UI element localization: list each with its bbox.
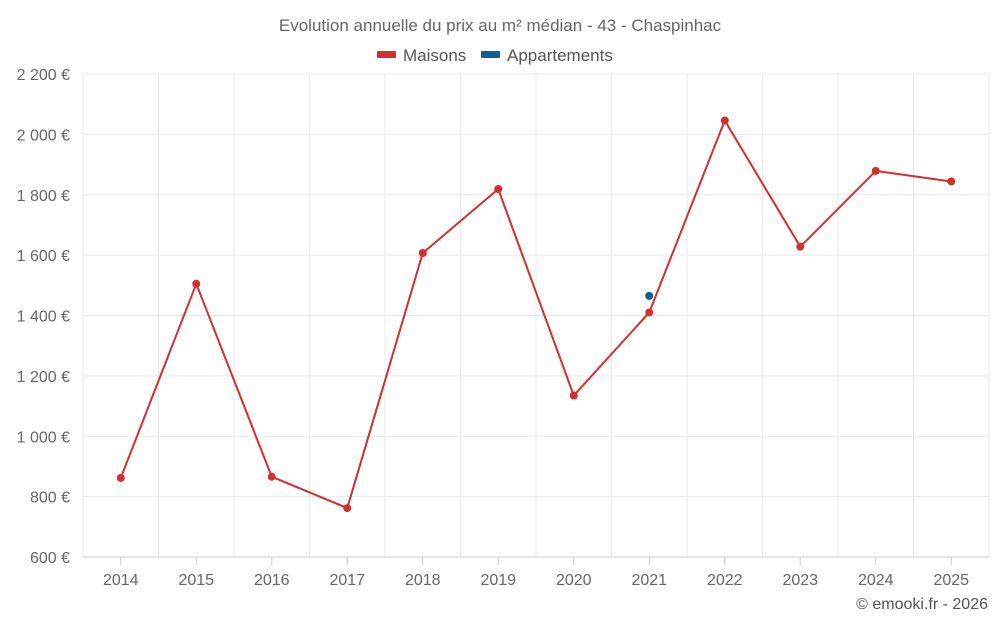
x-tick-label: 2020 [556,572,592,589]
x-tick-label: 2015 [178,572,214,589]
y-tick-label: 1 800 € [17,188,70,205]
x-tick-label: 2017 [329,572,365,589]
legend-item-appartements[interactable]: Appartements [481,46,613,65]
legend-swatch-appartements [481,51,500,58]
chart-title: Evolution annuelle du prix au m² médian … [279,16,722,35]
legend-item-maisons[interactable]: Maisons [377,46,466,65]
data-point-maisons[interactable] [645,308,654,317]
x-tick-label: 2019 [480,572,516,589]
credit-text: © emooki.fr - 2026 [856,596,988,613]
x-tick-label: 2014 [103,572,139,589]
legend-swatch-maisons [377,51,396,58]
x-tick-label: 2023 [782,572,818,589]
y-tick-label: 800 € [30,490,70,507]
y-tick-label: 2 000 € [17,127,70,144]
data-point-maisons[interactable] [947,177,956,186]
x-tick-label: 2016 [254,572,290,589]
axes: 600 € 800 € 1 000 € 1 200 € 1 400 € 1 600 € 1 … [17,67,970,589]
series [116,116,956,513]
data-point-appartements[interactable] [645,291,654,300]
series-line-maisons [119,119,952,510]
x-tick-label: 2022 [707,572,743,589]
data-point-maisons[interactable] [871,166,880,175]
data-point-maisons[interactable] [720,116,729,125]
y-tick-label: 1 400 € [17,309,70,326]
data-point-maisons[interactable] [418,249,427,258]
series-maisons [116,116,956,513]
data-point-maisons[interactable] [569,391,578,400]
data-point-maisons[interactable] [343,504,352,513]
x-tick-label: 2021 [631,572,667,589]
y-tick-label: 1 200 € [17,369,70,386]
y-tick-label: 600 € [30,550,70,567]
legend-label-maisons: Maisons [403,46,466,65]
x-tick-label: 2018 [405,572,441,589]
y-tick-label: 1 000 € [17,429,70,446]
x-tick-label: 2025 [933,572,969,589]
data-point-maisons[interactable] [494,185,503,194]
grid [82,73,990,558]
legend: Maisons Appartements [377,46,613,65]
x-tick-label: 2024 [858,572,894,589]
y-tick-label: 1 600 € [17,248,70,265]
data-point-maisons[interactable] [116,473,125,482]
data-point-maisons[interactable] [267,472,276,481]
legend-label-appartements: Appartements [507,46,613,65]
data-point-maisons[interactable] [192,279,201,288]
series-appartements [645,291,654,300]
y-tick-label: 2 200 € [17,67,70,84]
data-point-maisons[interactable] [796,242,805,251]
